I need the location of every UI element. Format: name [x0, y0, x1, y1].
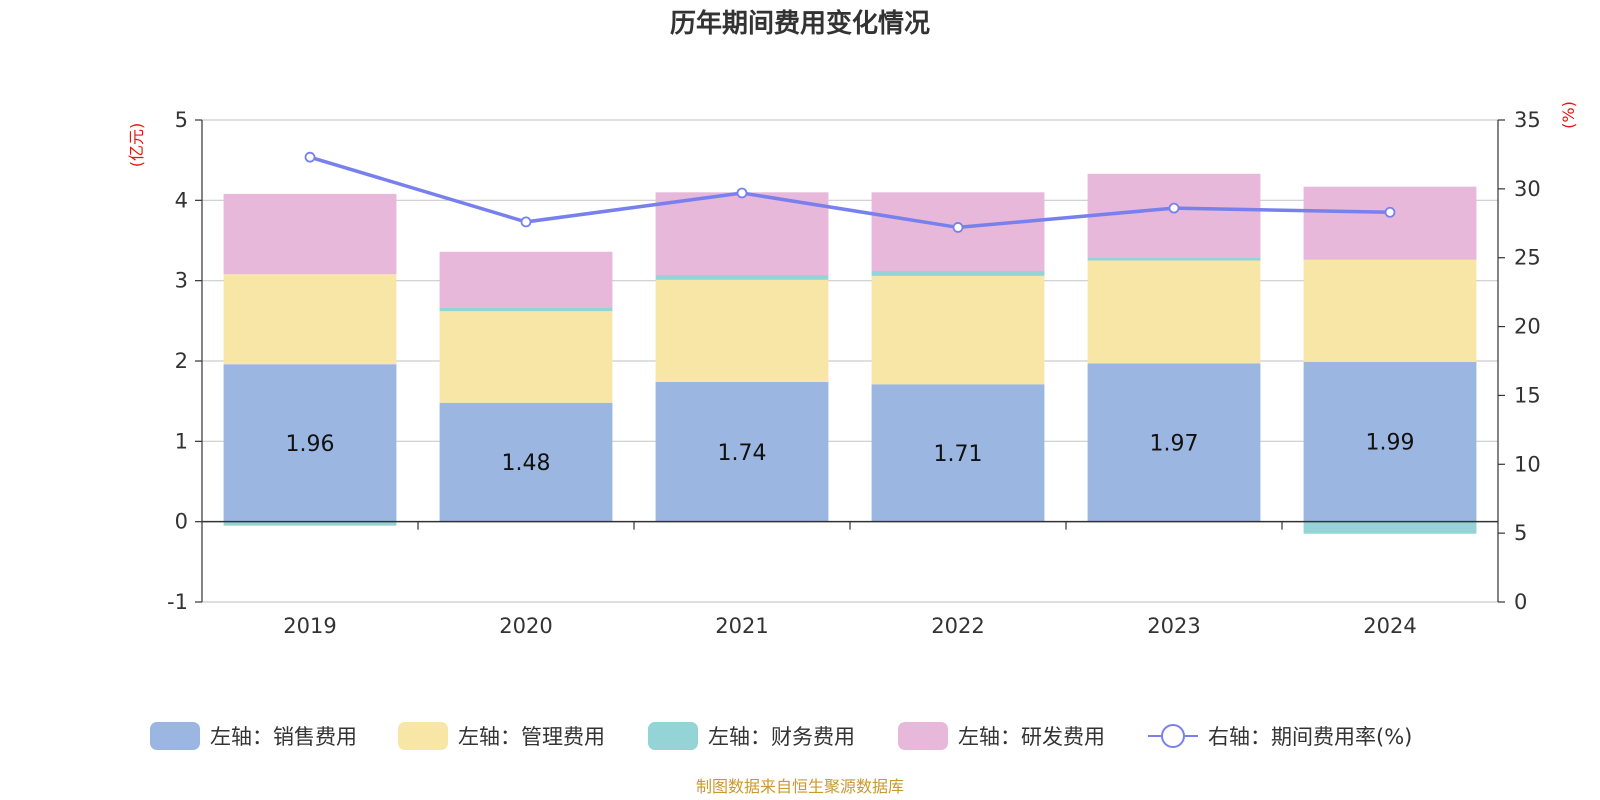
legend: 左轴：销售费用 左轴：管理费用 左轴：财务费用 左轴：研发费用 右轴：期间费用率(%) — [150, 722, 1412, 750]
legend-label: 左轴：销售费用 — [210, 725, 357, 749]
expense-rate-point — [304, 151, 316, 163]
left-axis-tick-label: 4 — [175, 188, 188, 212]
right-axis-tick-label: 25 — [1514, 246, 1541, 270]
bar-segment — [871, 384, 1045, 522]
bar-segment — [439, 402, 613, 522]
x-axis-tick-label: 2020 — [499, 614, 552, 638]
legend-marker — [1161, 724, 1185, 748]
bar-segment — [1303, 186, 1477, 260]
left-axis-unit: (亿元) — [127, 123, 146, 168]
bar-segment — [223, 521, 397, 526]
right-axis-unit: (%) — [1559, 101, 1578, 129]
x-axis-tick-label: 2021 — [715, 614, 768, 638]
data-label: 1.96 — [286, 432, 335, 457]
bar-segment — [223, 364, 397, 522]
bar-segment — [871, 275, 1045, 385]
bar-segment — [223, 193, 397, 275]
data-label-layer: 1.96 1.48 1.74 1.71 1.97 1.99 — [286, 431, 1415, 476]
bar-segment — [223, 274, 397, 365]
bar-segment — [1087, 173, 1261, 258]
expense-rate-point — [736, 187, 748, 199]
data-label: 1.71 — [934, 442, 983, 467]
right-axis-tick-label: 30 — [1514, 177, 1541, 201]
line-layer — [304, 151, 1396, 233]
bar-segment — [871, 271, 1045, 276]
chart-title: 历年期间费用变化情况 — [670, 8, 930, 39]
right-axis-tick-label: 20 — [1514, 315, 1541, 339]
legend-label: 左轴：财务费用 — [708, 725, 855, 749]
right-axis-tick-label: 15 — [1514, 383, 1541, 407]
bar-segment — [1087, 257, 1261, 261]
bar-segment — [655, 192, 829, 276]
bar-layer — [223, 173, 1477, 534]
x-axis-tick-label: 2022 — [931, 614, 984, 638]
bar-segment — [1087, 260, 1261, 364]
expense-rate-point — [1168, 202, 1180, 214]
bar-segment — [439, 307, 613, 312]
data-label: 1.97 — [1150, 432, 1199, 457]
bar-segment — [1303, 361, 1477, 522]
grid-lines — [202, 119, 1498, 603]
source-note: 制图数据来自恒生聚源数据库 — [696, 777, 904, 796]
left-axis-tick-label: 0 — [175, 510, 188, 534]
bar-segment — [1303, 259, 1477, 362]
data-label: 1.74 — [718, 441, 767, 466]
left-axis-tick-label: 2 — [175, 349, 188, 373]
axis-layer: -1 0 1 2 3 4 5 0 5 10 15 20 25 30 35 2019 2020 2021 2022 20… — [167, 108, 1541, 638]
x-axis-tick-label: 2024 — [1363, 614, 1416, 638]
legend-swatch — [648, 722, 698, 750]
legend-label: 左轴：管理费用 — [458, 725, 605, 749]
bar-segment — [655, 279, 829, 382]
expense-rate-point — [520, 216, 532, 228]
bar-segment — [439, 251, 613, 308]
left-axis-tick-label: -1 — [167, 590, 188, 614]
legend-swatch — [398, 722, 448, 750]
right-axis-tick-label: 10 — [1514, 452, 1541, 476]
left-axis-tick-label: 3 — [175, 269, 188, 293]
bar-segment — [655, 381, 829, 522]
right-axis-tick-label: 0 — [1514, 590, 1527, 614]
bar-segment — [655, 275, 829, 280]
bar-segment — [1087, 363, 1261, 522]
expense-rate-point — [952, 222, 964, 233]
expense-rate-point — [1384, 206, 1396, 218]
legend-swatch — [150, 722, 200, 750]
left-axis-tick-label: 5 — [175, 108, 188, 132]
data-label: 1.99 — [1366, 431, 1415, 456]
legend-label: 左轴：研发费用 — [958, 725, 1105, 749]
bar-segment — [1303, 521, 1477, 534]
legend-label: 右轴：期间费用率(%) — [1208, 725, 1412, 749]
x-axis-tick-label: 2023 — [1147, 614, 1200, 638]
right-axis-tick-label: 5 — [1514, 521, 1527, 545]
left-axis-tick-label: 1 — [175, 429, 188, 453]
expense-rate-line — [309, 155, 1391, 230]
right-axis-tick-label: 35 — [1514, 108, 1541, 132]
x-axis-tick-label: 2019 — [283, 614, 336, 638]
legend-swatch — [898, 722, 948, 750]
bar-segment — [439, 311, 613, 403]
data-label: 1.48 — [502, 451, 551, 476]
